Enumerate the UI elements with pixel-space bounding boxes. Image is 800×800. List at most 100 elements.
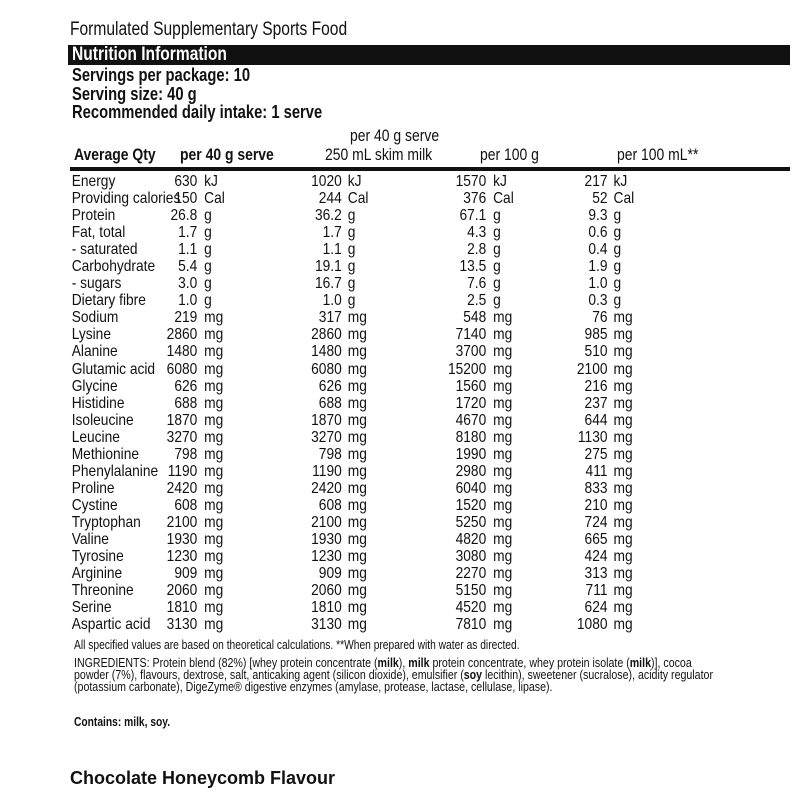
value: 6040 [455,479,487,497]
nutrient-name: Threonine [71,582,134,600]
value: 15200 [447,360,487,378]
value: 7140 [455,326,487,344]
value: 510 [584,343,608,361]
value: 424 [584,548,608,566]
value: 4520 [455,599,487,617]
value: 1020 [311,173,342,190]
nutrient-name: Leucine [71,428,120,446]
unit: mg [493,513,513,531]
serving-size: Serving size: 40 g [72,84,224,105]
header-per-100ml: per 100 mL** [617,145,716,165]
value: 7.6 [467,275,487,293]
value: 0.6 [588,224,608,242]
unit: Cal [347,190,369,208]
table-row: Providing calories 150 Cal 244 Cal 376 Cal 52 Ca… [70,190,792,207]
unit: mg [204,445,224,463]
value: 52 [592,190,608,208]
header-text: Average Qty [74,145,156,164]
value: 36.2 [314,207,342,225]
unit: g [613,224,622,242]
value: 6080 [166,360,198,378]
value: 1990 [455,445,487,463]
table-row: Leucine 3270 mg 3270 mg 8180 mg 1130 mg [70,429,792,446]
value: 833 [584,479,608,497]
unit: mg [613,462,633,480]
unit: mg [493,394,513,412]
header-per-serve: per 40 g serve [180,145,294,165]
table-row: Lysine 2860 mg 2860 mg 7140 mg 985 mg [70,326,792,343]
value: 711 [585,582,608,600]
value: 1810 [311,599,342,617]
value: 1480 [166,343,198,361]
unit: mg [204,377,224,395]
value: 0.3 [588,292,608,310]
unit: g [613,275,622,293]
value: 1.0 [588,275,608,293]
value: 5250 [455,513,487,531]
unit: mg [613,411,633,429]
nutrient-name: Valine [71,530,109,548]
unit: mg [347,582,367,600]
table-row: Energy 630 kJ 1020 kJ 1570 kJ 217 kJ [70,173,792,190]
header-average-qty: Average Qty [74,145,174,165]
allergen-highlight: milk [377,656,399,670]
value: 798 [174,445,198,463]
table-row: Isoleucine 1870 mg 1870 mg 4670 mg 644 mg [70,412,792,429]
value: 548 [463,309,487,327]
value: 1190 [312,462,342,480]
value: 411 [585,462,608,480]
value: 3130 [166,616,198,634]
value: 3080 [455,548,487,566]
unit: g [493,224,501,242]
unit: mg [204,326,224,344]
unit: mg [204,411,224,429]
unit: mg [347,394,367,412]
section-title: Nutrition Information [72,44,227,65]
unit: mg [613,343,633,361]
ingredients-text: )], cocoa powder (7%), flavours, dextros… [74,656,692,682]
footnote: All specified values are based on theore… [74,638,617,652]
unit: mg [493,530,513,548]
unit: mg [347,496,367,514]
value: 626 [174,377,198,395]
serving-size-text: Serving size: 40 g [72,84,197,104]
value: 0.4 [588,241,608,259]
unit: mg [347,462,367,480]
value: 1480 [311,343,342,361]
unit: mg [493,309,513,327]
value: 2420 [311,479,342,497]
nutrient-name: Alanine [71,343,118,361]
flavour-name: Chocolate Honeycomb Flavour [70,768,335,789]
table-row: Threonine 2060 mg 2060 mg 5150 mg 711 mg [70,582,792,599]
unit: mg [493,343,513,361]
unit: mg [204,462,224,480]
unit: g [204,241,212,259]
nutrition-table: Energy 630 kJ 1020 kJ 1570 kJ 217 kJ Providing ca… [70,173,792,633]
value: 1230 [166,548,198,566]
table-row: Dietary fibre 1.0 g 1.0 g 2.5 g 0.3 g [70,292,792,309]
unit: g [204,224,212,242]
unit: g [204,258,212,276]
nutrient-name: Proline [71,479,115,497]
nutrient-name: - sugars [71,275,122,293]
unit: mg [613,394,633,412]
unit: mg [347,343,367,361]
unit: mg [613,445,633,463]
value: 608 [318,496,342,514]
allergen-text: Contains: milk, soy. [74,715,171,729]
value: 1520 [455,496,487,514]
value: 313 [584,565,608,583]
unit: mg [347,377,367,395]
value: 1560 [455,377,487,395]
value: 2.8 [467,241,487,259]
unit: mg [613,530,633,548]
nutrient-name: Energy [71,173,116,190]
value: 237 [584,394,608,412]
unit: g [347,292,356,310]
value: 2060 [166,582,198,600]
unit: mg [204,582,224,600]
unit: mg [493,428,513,446]
nutrient-name: - saturated [71,241,138,259]
value: 1870 [311,411,342,429]
value: 909 [318,565,342,583]
